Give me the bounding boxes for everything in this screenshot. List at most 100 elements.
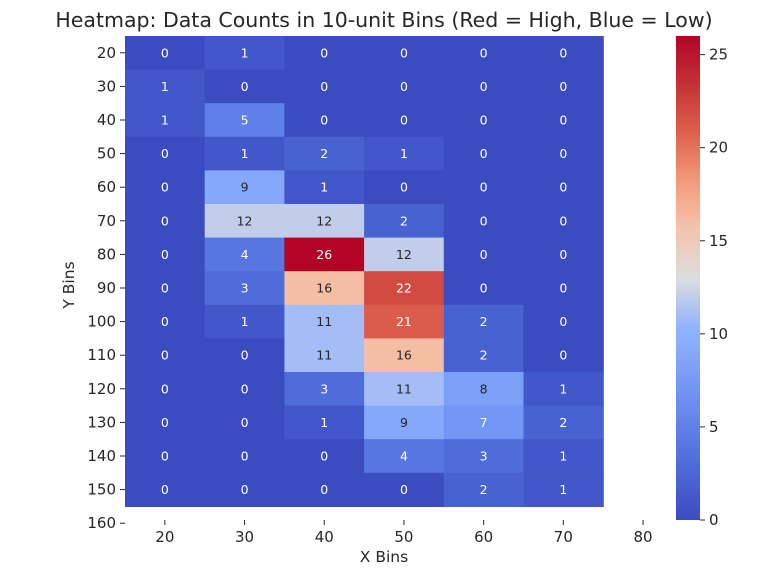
heatmap-cell [284, 304, 365, 339]
y-tick-label: 140 [87, 447, 116, 465]
heatmap-cell [125, 204, 206, 239]
cell-value-label: 0 [559, 113, 567, 128]
cell-value-label: 12 [396, 247, 412, 262]
cell-value-label: 2 [320, 146, 328, 161]
heatmap-cell [125, 170, 206, 205]
cell-value-label: 1 [559, 449, 567, 464]
heatmap-cell [204, 304, 285, 339]
cell-value-label: 0 [400, 113, 408, 128]
cell-value-label: 3 [241, 281, 249, 296]
heatmap-cell [364, 170, 445, 205]
cell-value-label: 0 [161, 449, 169, 464]
x-axis-ticks: 20 30 40 50 60 70 80 [155, 520, 653, 546]
heatmap-cell [523, 338, 604, 373]
cell-value-label: 2 [480, 482, 488, 497]
heatmap-cell [443, 237, 525, 272]
heatmap-cell [443, 472, 525, 507]
heatmap-cell [284, 472, 365, 507]
heatmap-cell [204, 439, 285, 474]
cell-value-label: 2 [400, 213, 408, 228]
cell-value-label: 0 [559, 314, 567, 329]
cell-value-label: 8 [480, 381, 488, 396]
colorbar-tick-label: 10 [709, 325, 728, 343]
heatmap-cell [284, 405, 365, 440]
heatmap-cell [364, 439, 445, 474]
cell-value-label: 3 [480, 449, 488, 464]
y-tick-label: 80 [97, 245, 116, 263]
heatmap-cell [364, 271, 445, 306]
cell-value-label: 0 [241, 415, 249, 430]
cell-value-label: 0 [161, 213, 169, 228]
cell-value-label: 3 [320, 381, 328, 396]
heatmap-cell [443, 204, 525, 239]
cell-value-label: 11 [396, 381, 412, 396]
x-tick-label: 50 [394, 528, 413, 546]
heatmap-cell [523, 439, 604, 474]
heatmap-cell [523, 36, 604, 71]
cell-value-label: 0 [161, 281, 169, 296]
heatmap-cell [284, 103, 365, 138]
heatmap-cell [364, 69, 445, 104]
heatmap-cell [284, 439, 365, 474]
cell-value-label: 1 [559, 482, 567, 497]
y-tick-label: 150 [87, 481, 116, 499]
cell-value-label: 1 [241, 146, 249, 161]
cell-value-label: 21 [396, 314, 412, 329]
y-tick-label: 130 [87, 413, 116, 431]
heatmap-cell [284, 237, 365, 272]
heatmap-cell [443, 304, 525, 339]
cell-value-label: 12 [237, 213, 253, 228]
cell-value-label: 7 [480, 415, 488, 430]
heatmap-cell [364, 304, 445, 339]
cell-value-label: 0 [241, 348, 249, 363]
cell-value-label: 0 [559, 213, 567, 228]
cell-value-label: 1 [559, 381, 567, 396]
heatmap-cell [364, 472, 445, 507]
heatmap-cell [443, 271, 525, 306]
cell-value-label: 1 [241, 314, 249, 329]
cell-value-label: 0 [400, 482, 408, 497]
y-tick-label: 90 [97, 279, 116, 297]
heatmap-cell [443, 405, 525, 440]
heatmap-cell [204, 103, 285, 138]
cell-value-label: 0 [320, 79, 328, 94]
cell-value-label: 26 [316, 247, 332, 262]
cell-value-label: 0 [241, 482, 249, 497]
cell-value-label: 0 [480, 113, 488, 128]
cell-value-label: 0 [241, 381, 249, 396]
cell-value-label: 0 [559, 281, 567, 296]
heatmap-cell [284, 271, 365, 306]
cell-value-label: 0 [559, 247, 567, 262]
y-tick-label: 160 [87, 514, 116, 532]
heatmap-cell [443, 439, 525, 474]
heatmap-cell [204, 136, 285, 171]
y-tick-label: 60 [97, 178, 116, 196]
heatmap-cell [125, 237, 206, 272]
heatmap-cell [443, 338, 525, 373]
heatmap-cell [125, 69, 206, 104]
cell-value-label: 0 [320, 449, 328, 464]
x-axis-label: X Bins [360, 548, 408, 566]
heatmap-cell [523, 237, 604, 272]
cell-value-label: 0 [161, 247, 169, 262]
cell-value-label: 5 [241, 113, 249, 128]
cell-value-label: 16 [396, 348, 412, 363]
cell-value-label: 2 [480, 314, 488, 329]
cell-value-label: 0 [559, 79, 567, 94]
colorbar-tick-label: 25 [709, 46, 728, 64]
heatmap-cell [125, 372, 206, 407]
heatmap-cell [523, 69, 604, 104]
cell-value-label: 0 [161, 180, 169, 195]
cell-value-label: 0 [161, 146, 169, 161]
cell-value-label: 0 [480, 247, 488, 262]
chart-title: Heatmap: Data Counts in 10-unit Bins (Re… [55, 8, 712, 32]
heatmap-cell [523, 103, 604, 138]
y-axis-ticks: 20 30 40 50 60 70 80 90 100 110 120 130 140 150 160 [87, 44, 125, 532]
cell-value-label: 2 [480, 348, 488, 363]
heatmap-cell [284, 170, 365, 205]
y-tick-label: 120 [87, 380, 116, 398]
heatmap-cell [204, 338, 285, 373]
x-tick-label: 80 [634, 528, 653, 546]
y-tick-label: 100 [87, 313, 116, 331]
cell-value-label: 0 [400, 79, 408, 94]
